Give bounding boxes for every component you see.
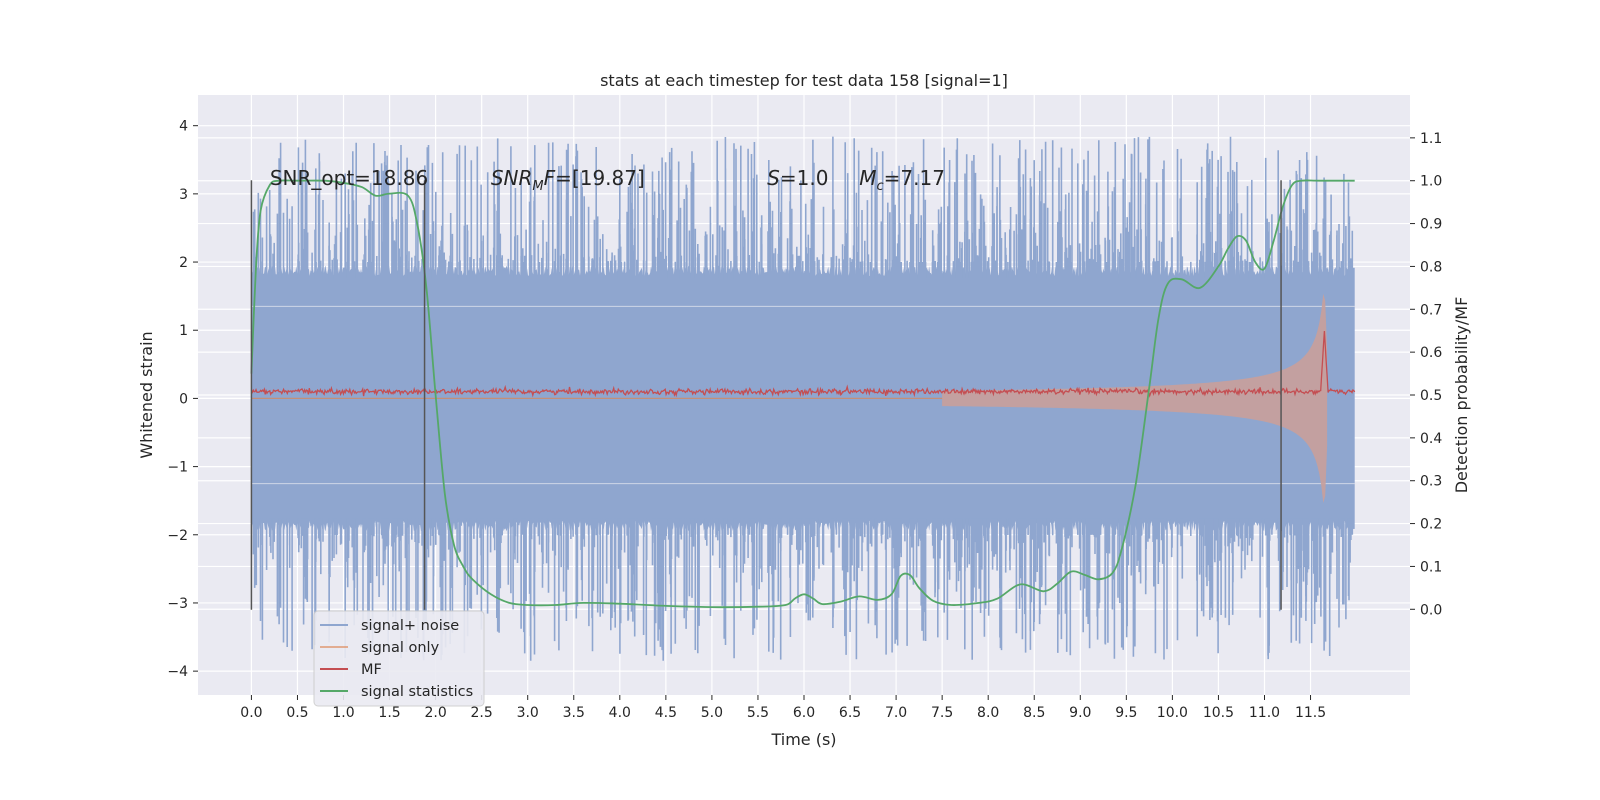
y-tick-label: 1 bbox=[179, 323, 188, 339]
legend-label: MF bbox=[361, 662, 382, 678]
y-right-tick-label: 1.1 bbox=[1420, 131, 1442, 147]
signal-statistics-line bbox=[250, 179, 1355, 609]
annotation-text: S=1.0 bbox=[767, 166, 828, 190]
signal-noise-spikes bbox=[252, 136, 1354, 661]
y-right-axis-label: Detection probability/MF bbox=[1452, 297, 1471, 494]
annotation-text: SNRMF=[19.87] bbox=[491, 166, 645, 194]
axes: 0.0 0.5 1.0 1.5 2.0 2.5 3.0 3.5 4.0 4.5 5.0 5.5 6.0 6… bbox=[167, 119, 1442, 721]
x-axis-label: Time (s) bbox=[770, 730, 836, 749]
y-right-tick-label: 0.5 bbox=[1420, 388, 1442, 404]
annotation-text: Mc=7.17 bbox=[859, 166, 945, 194]
y-right-tick-label: 0.0 bbox=[1420, 602, 1442, 618]
x-tick-label: 3.0 bbox=[517, 705, 539, 721]
x-tick-label: 5.5 bbox=[747, 705, 769, 721]
x-tick-label: 8.5 bbox=[1023, 705, 1045, 721]
y-right-tick-label: 0.3 bbox=[1420, 474, 1442, 490]
legend-label: signal+ noise bbox=[361, 618, 459, 634]
y-right-tick-label: 0.9 bbox=[1420, 217, 1442, 233]
x-tick-label: 2.0 bbox=[424, 705, 446, 721]
legend-label: signal statistics bbox=[361, 684, 473, 700]
signal-only-chirp bbox=[942, 293, 1328, 503]
y-tick-label: −4 bbox=[167, 664, 188, 680]
x-tick-label: 1.0 bbox=[332, 705, 354, 721]
y-tick-label: 2 bbox=[179, 255, 188, 271]
annotations: SNR_opt=18.86 SNRMF=[19.87] S=1.0 Mc=7.17 bbox=[270, 166, 945, 194]
annotation-text: SNR_opt=18.86 bbox=[270, 166, 428, 190]
y-right-tick-label: 0.4 bbox=[1420, 431, 1442, 447]
y-tick-label: 4 bbox=[179, 119, 188, 135]
x-tick-label: 9.0 bbox=[1069, 705, 1091, 721]
y-right-tick-label: 0.2 bbox=[1420, 517, 1442, 533]
x-tick-label: 10.5 bbox=[1203, 705, 1234, 721]
x-tick-label: 7.5 bbox=[931, 705, 953, 721]
x-tick-label: 8.0 bbox=[977, 705, 999, 721]
legend-label: signal only bbox=[361, 640, 440, 656]
x-tick-label: 10.0 bbox=[1157, 705, 1188, 721]
x-tick-label: 4.5 bbox=[655, 705, 677, 721]
y-right-tick-label: 0.8 bbox=[1420, 259, 1442, 275]
vertical-markers bbox=[250, 180, 1282, 610]
x-tick-label: 2.5 bbox=[471, 705, 493, 721]
x-tick-label: 11.5 bbox=[1295, 705, 1326, 721]
x-tick-label: 6.5 bbox=[839, 705, 861, 721]
y-tick-label: −1 bbox=[167, 460, 188, 476]
series-layer bbox=[250, 136, 1356, 661]
x-tick-label: 6.0 bbox=[793, 705, 815, 721]
legend-box bbox=[313, 610, 485, 707]
x-tick-label: 3.5 bbox=[563, 705, 585, 721]
x-tick-label: 5.0 bbox=[701, 705, 723, 721]
x-tick-label: 1.5 bbox=[378, 705, 400, 721]
y-right-tick-label: 0.1 bbox=[1420, 559, 1442, 575]
y-right-tick-label: 0.7 bbox=[1420, 302, 1442, 318]
y-tick-label: 0 bbox=[179, 391, 188, 407]
x-tick-label: 4.0 bbox=[609, 705, 631, 721]
y-tick-label: −3 bbox=[167, 596, 188, 612]
x-tick-label: 0.5 bbox=[286, 705, 308, 721]
y-tick-label: −2 bbox=[167, 528, 188, 544]
x-tick-label: 11.0 bbox=[1249, 705, 1280, 721]
y-tick-label: 3 bbox=[179, 187, 188, 203]
y-axis-label: Whitened strain bbox=[137, 331, 156, 458]
chart-title: stats at each timestep for test data 158… bbox=[600, 71, 1008, 90]
x-tick-label: 0.0 bbox=[240, 705, 262, 721]
y-right-tick-label: 0.6 bbox=[1420, 345, 1442, 361]
x-tick-label: 7.0 bbox=[885, 705, 907, 721]
y-right-tick-label: 1.0 bbox=[1420, 174, 1442, 190]
legend: signal+ noise signal only MF signal statist… bbox=[313, 610, 485, 707]
x-tick-label: 9.5 bbox=[1115, 705, 1137, 721]
